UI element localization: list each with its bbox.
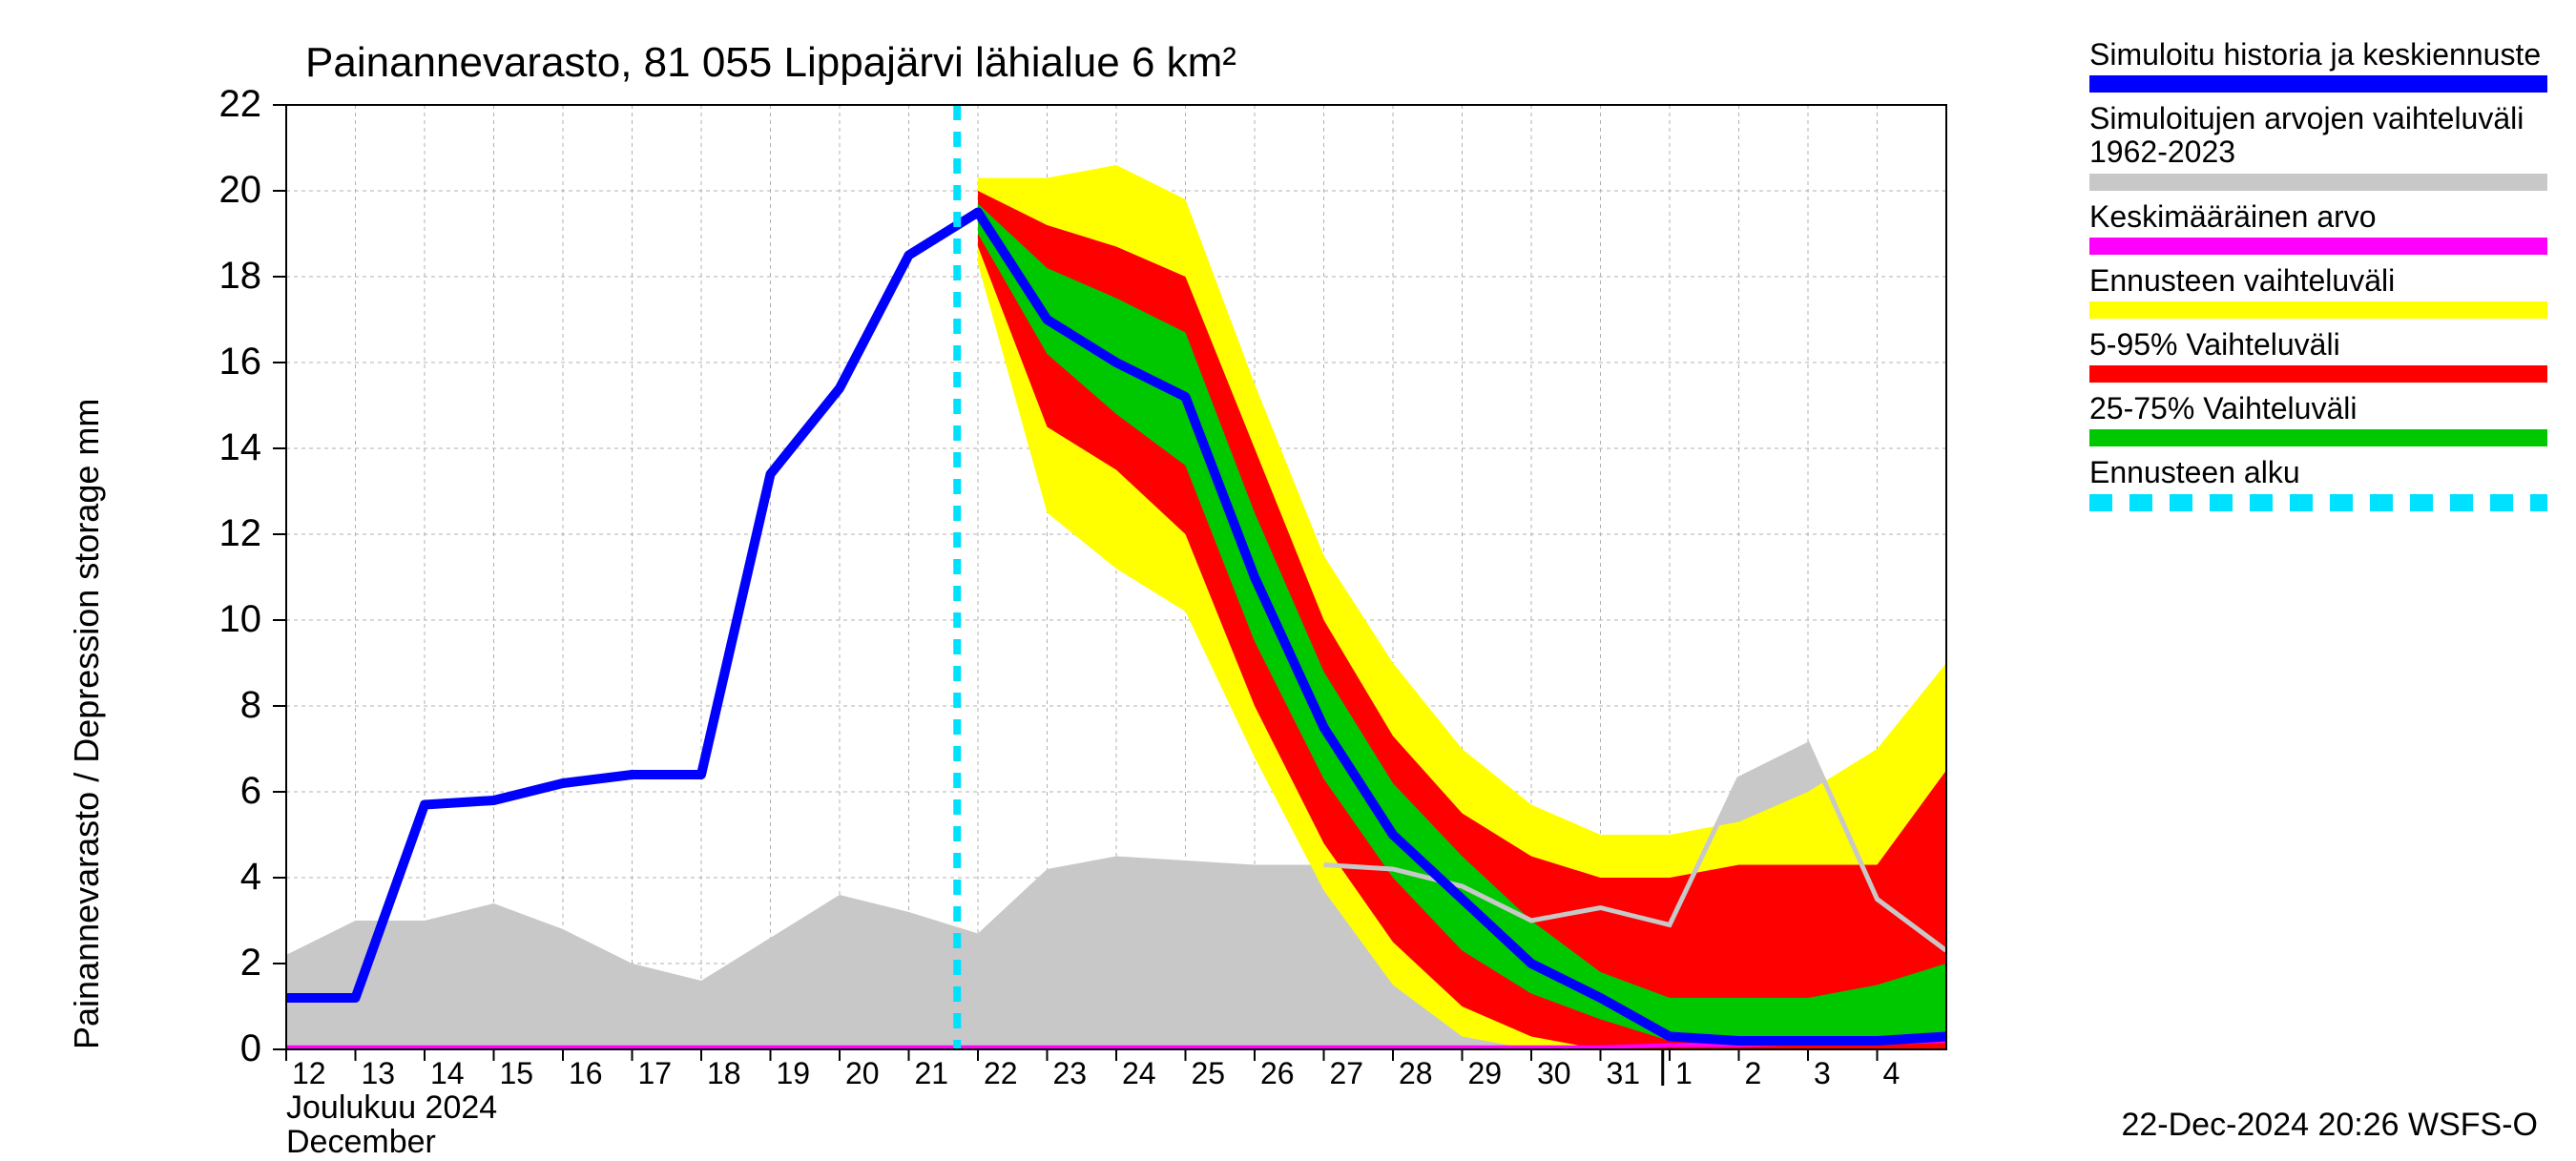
legend-label: Simuloitu historia ja keskiennuste [2089, 38, 2547, 72]
legend: Simuloitu historia ja keskiennuste Simulo… [2089, 38, 2547, 521]
svg-text:3: 3 [1814, 1056, 1831, 1090]
svg-text:21: 21 [915, 1056, 949, 1090]
legend-swatch [2089, 301, 2547, 319]
svg-text:4: 4 [1883, 1056, 1901, 1090]
legend-entry: Ennusteen vaihteluväli [2089, 264, 2547, 319]
legend-label: Ennusteen vaihteluväli [2089, 264, 2547, 298]
svg-text:16: 16 [219, 341, 262, 383]
svg-text:28: 28 [1399, 1056, 1433, 1090]
legend-entry: Keskimääräinen arvo [2089, 200, 2547, 255]
legend-entry: 5-95% Vaihteluväli [2089, 328, 2547, 383]
svg-text:27: 27 [1330, 1056, 1364, 1090]
svg-text:Painannevarasto, 81 055 Lippaj: Painannevarasto, 81 055 Lippajärvi lähia… [305, 39, 1236, 86]
legend-label: Ennusteen alku [2089, 456, 2547, 489]
svg-text:29: 29 [1468, 1056, 1503, 1090]
svg-text:14: 14 [430, 1056, 465, 1090]
svg-text:22: 22 [984, 1056, 1018, 1090]
svg-text:20: 20 [219, 169, 262, 211]
svg-text:18: 18 [219, 255, 262, 297]
legend-entry: 25-75% Vaihteluväli [2089, 392, 2547, 446]
svg-text:19: 19 [777, 1056, 811, 1090]
svg-text:6: 6 [240, 770, 261, 812]
svg-text:15: 15 [500, 1056, 534, 1090]
legend-entry: Simuloitu historia ja keskiennuste [2089, 38, 2547, 93]
legend-entry: Ennusteen alku [2089, 456, 2547, 510]
svg-text:12: 12 [292, 1056, 326, 1090]
svg-text:24: 24 [1122, 1056, 1156, 1090]
svg-text:12: 12 [219, 512, 262, 554]
svg-text:4: 4 [240, 856, 261, 898]
svg-text:14: 14 [219, 426, 262, 468]
svg-text:18: 18 [707, 1056, 741, 1090]
svg-text:10: 10 [219, 598, 262, 640]
svg-text:2: 2 [240, 942, 261, 984]
legend-swatch [2089, 494, 2547, 511]
legend-swatch [2089, 75, 2547, 93]
svg-text:22: 22 [219, 83, 262, 125]
svg-text:13: 13 [362, 1056, 396, 1090]
month-label-fi: Joulukuu 2024 [286, 1089, 497, 1127]
timestamp: 22-Dec-2024 20:26 WSFS-O [2121, 1107, 2538, 1144]
y-axis-label: Painannevarasto / Depression storage mm [67, 399, 107, 1049]
legend-label: 5-95% Vaihteluväli [2089, 328, 2547, 362]
chart-container: Painannevarasto, 81 055 Lippajärvi lähia… [0, 0, 2576, 1145]
svg-text:16: 16 [569, 1056, 603, 1090]
svg-text:2: 2 [1745, 1056, 1762, 1090]
legend-swatch [2089, 365, 2547, 383]
legend-label: Keskimääräinen arvo [2089, 200, 2547, 234]
svg-text:20: 20 [845, 1056, 880, 1090]
svg-text:26: 26 [1260, 1056, 1295, 1090]
svg-text:31: 31 [1607, 1056, 1641, 1090]
legend-entry: Simuloitujen arvojen vaihteluväli 1962-2… [2089, 102, 2547, 190]
legend-swatch [2089, 174, 2547, 191]
svg-text:25: 25 [1192, 1056, 1226, 1090]
legend-label: Simuloitujen arvojen vaihteluväli 1962-2… [2089, 102, 2547, 169]
svg-text:17: 17 [638, 1056, 673, 1090]
month-label-en: December [286, 1124, 436, 1161]
svg-text:0: 0 [240, 1027, 261, 1069]
legend-swatch [2089, 429, 2547, 446]
svg-text:1: 1 [1675, 1056, 1693, 1090]
legend-label: 25-75% Vaihteluväli [2089, 392, 2547, 425]
svg-text:23: 23 [1053, 1056, 1088, 1090]
svg-text:30: 30 [1537, 1056, 1571, 1090]
svg-text:8: 8 [240, 684, 261, 726]
legend-swatch [2089, 238, 2547, 255]
